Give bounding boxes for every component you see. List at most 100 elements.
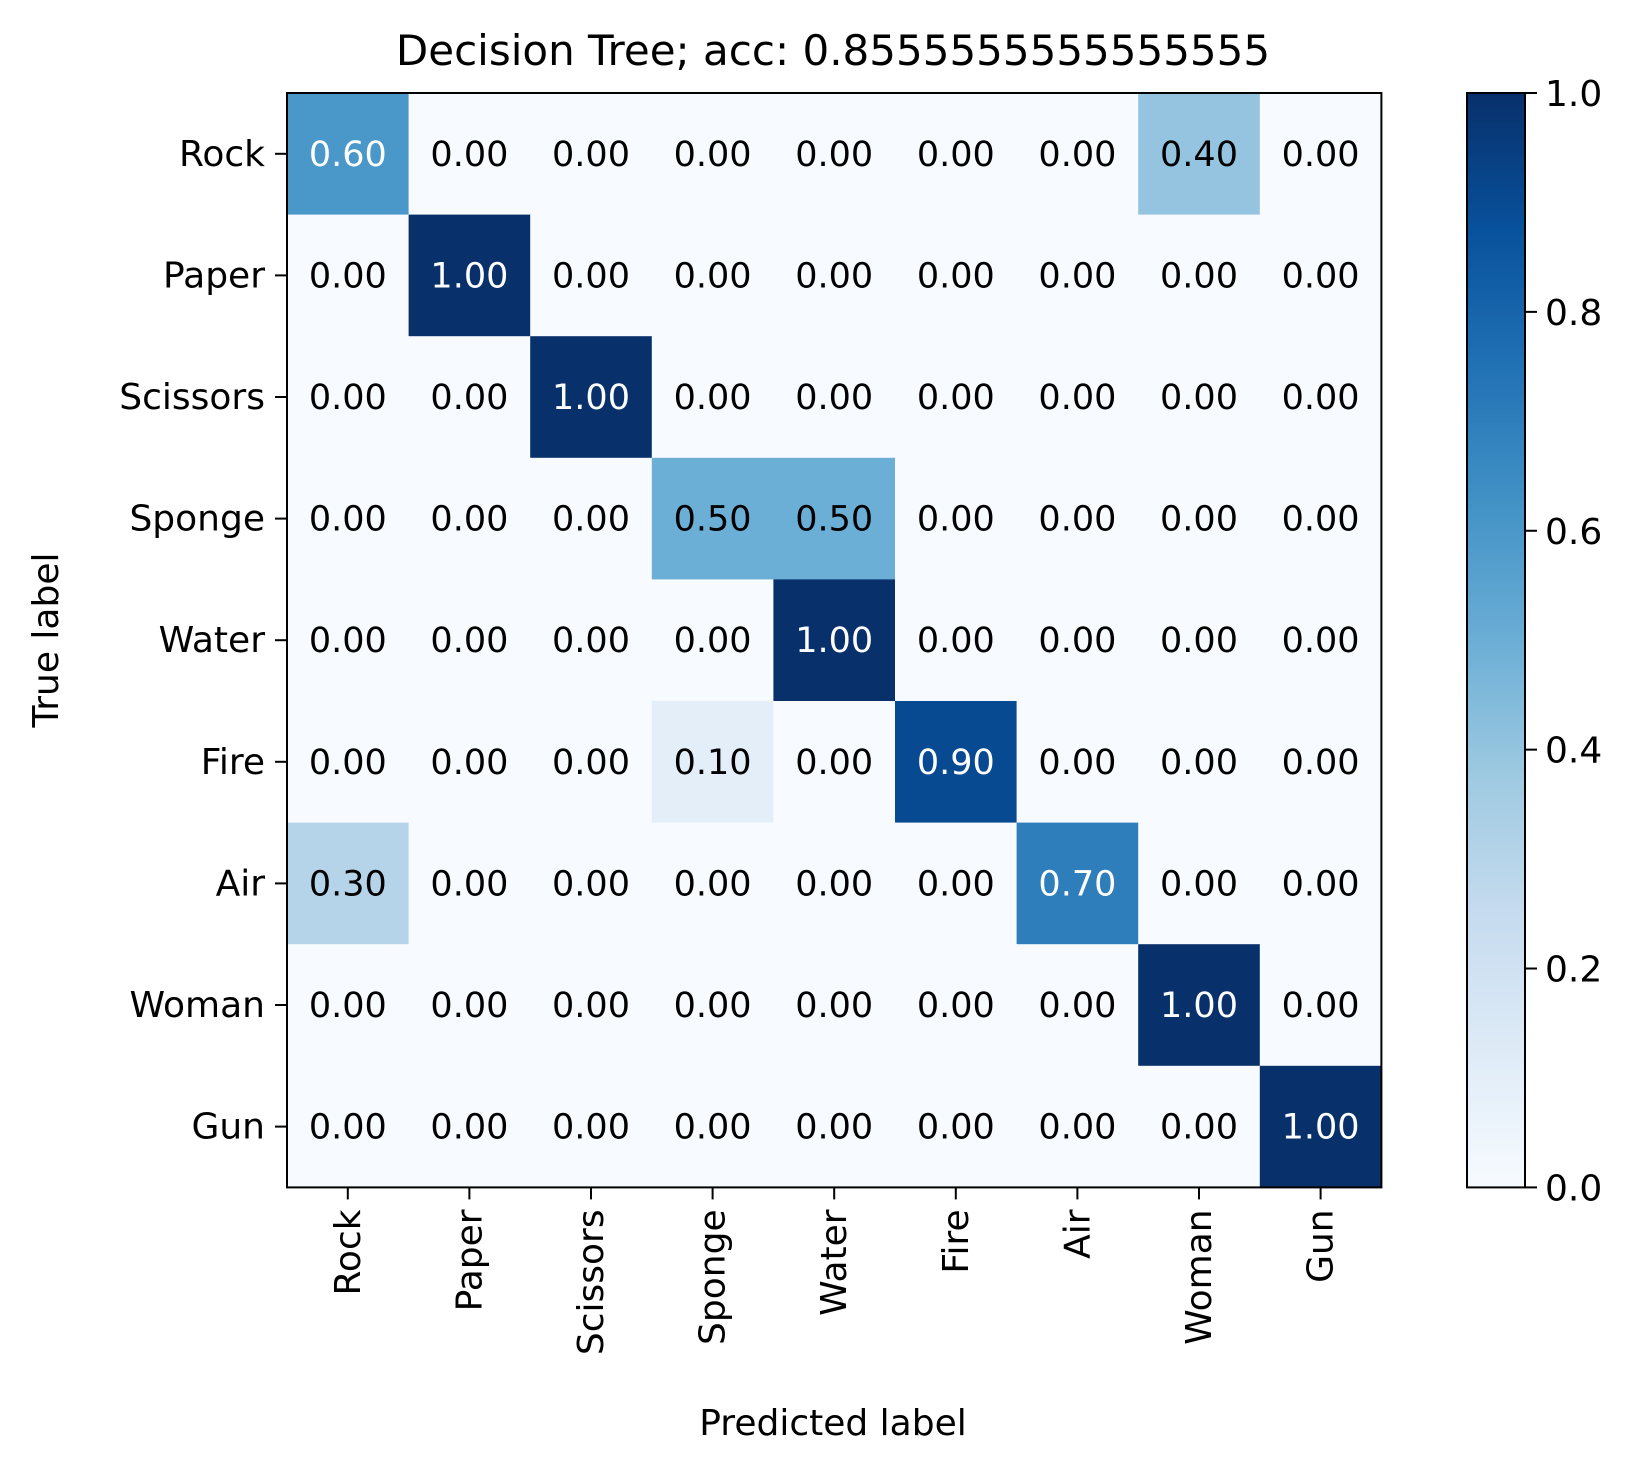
cell-value-label: 0.00 (674, 135, 752, 175)
heatmap-cell (408, 336, 531, 459)
cell-value-label: 0.00 (795, 864, 873, 904)
cell-value-label: 0.00 (917, 500, 995, 540)
cell-value-label: 0.00 (1282, 378, 1360, 418)
heatmap-cell (895, 701, 1018, 824)
cell-value-label: 0.00 (430, 986, 508, 1026)
cell-value-label: 0.00 (430, 1108, 508, 1148)
cell-value-label: 0.00 (1282, 743, 1360, 783)
heatmap-cell (287, 93, 410, 216)
heatmap-cell (1138, 701, 1261, 824)
heatmap-cell (1016, 822, 1139, 945)
cell-value-label: 1.00 (1160, 986, 1238, 1026)
colorbar-tick-label: 1.0 (1545, 74, 1602, 115)
heatmap-cell (1259, 944, 1382, 1067)
heatmap-cell (651, 1065, 774, 1188)
cell-value-label: 0.00 (430, 621, 508, 661)
cell-value-label: 0.00 (917, 256, 995, 296)
heatmap-cell (1138, 579, 1261, 702)
cell-value-label: 0.00 (1038, 743, 1116, 783)
cell-value-label: 0.00 (309, 743, 387, 783)
heatmap-cell (408, 457, 531, 580)
heatmap-cell (651, 93, 774, 216)
heatmap-cell (530, 822, 653, 945)
heatmap-cell (530, 336, 653, 459)
heatmap-cell (287, 701, 410, 824)
cell-value-label: 0.00 (1282, 135, 1360, 175)
cell-value-label: 1.00 (552, 378, 630, 418)
heatmap-cell (287, 1065, 410, 1188)
colorbar-tick-label: 0.4 (1545, 731, 1602, 772)
cell-value-label: 0.00 (552, 864, 630, 904)
cell-value-label: 0.00 (1160, 864, 1238, 904)
x-tick-label: Sponge (693, 1209, 734, 1345)
cell-value-label: 0.00 (309, 378, 387, 418)
cell-value-label: 0.00 (552, 500, 630, 540)
cell-value-label: 0.00 (674, 256, 752, 296)
x-tick-label: Paper (449, 1209, 490, 1311)
colorbar (1466, 92, 1526, 1189)
y-tick-label: Gun (191, 1107, 265, 1148)
heatmap-cell (773, 457, 896, 580)
cell-value-label: 0.00 (430, 135, 508, 175)
heatmap-cell (895, 822, 1018, 945)
colorbar-ticks: 0.0 0.2 0.4 0.6 0.8 1.0 (1525, 74, 1602, 1209)
x-tick-label: Fire (936, 1209, 977, 1273)
cell-value-label: 1.00 (430, 256, 508, 296)
heatmap-cell (1016, 457, 1139, 580)
cell-value-label: 0.50 (795, 500, 873, 540)
heatmap-cell (651, 701, 774, 824)
x-tick-label: Woman (1179, 1209, 1220, 1344)
heatmap-cell (408, 214, 531, 337)
y-tick-label: Scissors (119, 377, 265, 418)
heatmap-cell (530, 93, 653, 216)
cell-value-label: 0.00 (1038, 135, 1116, 175)
cell-value-label: 0.00 (309, 1108, 387, 1148)
cell-value-label: 1.00 (1282, 1108, 1360, 1148)
heatmap-cell (408, 822, 531, 945)
heatmap-cell (1016, 944, 1139, 1067)
cell-value-label: 0.00 (917, 986, 995, 1026)
cell-value-label: 0.00 (552, 743, 630, 783)
cell-value-label: 0.00 (430, 500, 508, 540)
heatmap-cell (651, 457, 774, 580)
heatmap-cell (773, 336, 896, 459)
cell-value-label: 0.00 (917, 864, 995, 904)
heatmap-cell (1016, 214, 1139, 337)
cell-value-label: 0.00 (1282, 256, 1360, 296)
y-tick-label: Rock (179, 134, 265, 175)
heatmap-cell (1259, 701, 1382, 824)
x-tick-label: Air (1057, 1209, 1098, 1259)
cell-value-label: 0.00 (1160, 1108, 1238, 1148)
cell-value-label: 0.10 (674, 743, 752, 783)
cell-value-label: 0.00 (430, 743, 508, 783)
heatmap-cell (1259, 336, 1382, 459)
cell-value-label: 0.00 (795, 1108, 873, 1148)
heatmap-cell (287, 214, 410, 337)
cell-value-label: 0.00 (1282, 986, 1360, 1026)
heatmap-cell (895, 1065, 1018, 1188)
heatmap-cell (895, 944, 1018, 1067)
colorbar-tick-label: 0.6 (1545, 512, 1602, 553)
heatmap-cell (773, 93, 896, 216)
x-tick-label: Gun (1301, 1209, 1342, 1283)
heatmap-cell (895, 93, 1018, 216)
heatmap-cell (651, 944, 774, 1067)
cell-value-label: 0.00 (1160, 743, 1238, 783)
cell-value-label: 0.00 (552, 1108, 630, 1148)
heatmap-cell (1138, 214, 1261, 337)
cell-value-label: 0.30 (309, 864, 387, 904)
cell-value-label: 0.00 (917, 1108, 995, 1148)
heatmap-cell (773, 701, 896, 824)
y-tick-label: Woman (130, 985, 265, 1026)
heatmap-cell (651, 579, 774, 702)
y-tick-label: Sponge (129, 499, 265, 540)
heatmap-cell (530, 579, 653, 702)
heatmap-cell (530, 214, 653, 337)
cell-value-label: 0.00 (674, 864, 752, 904)
heatmap-cells (287, 93, 1382, 1188)
heatmap-cell (287, 944, 410, 1067)
cell-value-label: 0.50 (674, 500, 752, 540)
cell-value-label: 0.00 (309, 621, 387, 661)
cell-value-label: 0.00 (430, 378, 508, 418)
cell-value-label: 0.00 (795, 256, 873, 296)
